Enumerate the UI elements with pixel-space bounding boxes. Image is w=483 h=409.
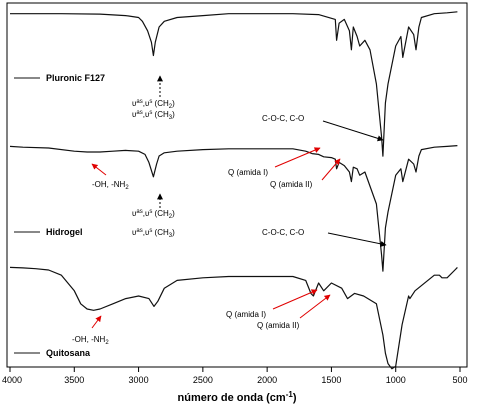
arrow-quitosana-amida2 [299, 294, 331, 319]
arrow-hidrogel-amida2 [321, 158, 341, 181]
annot-hidrogel-coc: C-O-C, C-O [262, 228, 304, 237]
arrow-hidrogel-amida1 [274, 147, 321, 168]
arrow-hidrogel-coc [327, 232, 387, 247]
series-line-hidrogel [9, 145, 458, 272]
annot-pluronic-ch3: υas,υs (CH3) [132, 110, 175, 121]
annot-quitosana-ohnh: -OH, -NH2 [72, 335, 109, 346]
series-line-pluronic-f127 [10, 11, 458, 157]
annot-hidrogel-amida2: Q (amida II) [270, 180, 313, 189]
arrow-hidrogel-ohnh [91, 163, 107, 176]
x-axis-title: número de onda (cm-1) [178, 390, 297, 404]
arrow-pluronic-coc [322, 120, 384, 142]
x-tick-label: 1000 [386, 375, 406, 385]
legend-quitosana: Quitosana [14, 348, 91, 358]
annot-hidrogel-ohnh: -OH, -NH2 [92, 180, 129, 191]
arrow-quitosana-ohnh [91, 315, 102, 329]
annot-pluronic-ch2: υas,υs (CH2) [132, 99, 175, 110]
annot-quitosana-amida1: Q (amida I) [226, 310, 266, 319]
x-axis-ticks: 4000 3500 3000 2500 2000 1500 1000 500 [2, 367, 468, 385]
legend-label-hidrogel: Hidrogel [46, 227, 83, 237]
annot-pluronic-coc: C-O-C, C-O [262, 114, 304, 123]
x-tick-label: 1500 [321, 375, 341, 385]
annot-hidrogel-ch2: υas,υs (CH2) [132, 209, 175, 220]
plot-frame [6, 2, 468, 368]
x-tick-label: 3000 [129, 375, 149, 385]
x-tick-label: 3500 [64, 375, 84, 385]
arrow-quitosana-amida1 [272, 289, 318, 310]
legend-label-quitosana: Quitosana [46, 348, 91, 358]
legend-label-pluronic: Pluronic F127 [46, 73, 105, 83]
x-tick-label: 500 [452, 375, 467, 385]
annot-hidrogel-ch3: υas,υs (CH3) [132, 228, 175, 239]
annot-quitosana-amida2: Q (amida II) [257, 321, 300, 330]
legend-pluronic: Pluronic F127 [14, 73, 105, 83]
x-tick-label: 2000 [257, 375, 277, 385]
x-tick-label: 4000 [2, 375, 22, 385]
annot-hidrogel-amida1: Q (amida I) [228, 168, 268, 177]
x-tick-label: 2500 [193, 375, 213, 385]
legend-hidrogel: Hidrogel [14, 227, 83, 237]
